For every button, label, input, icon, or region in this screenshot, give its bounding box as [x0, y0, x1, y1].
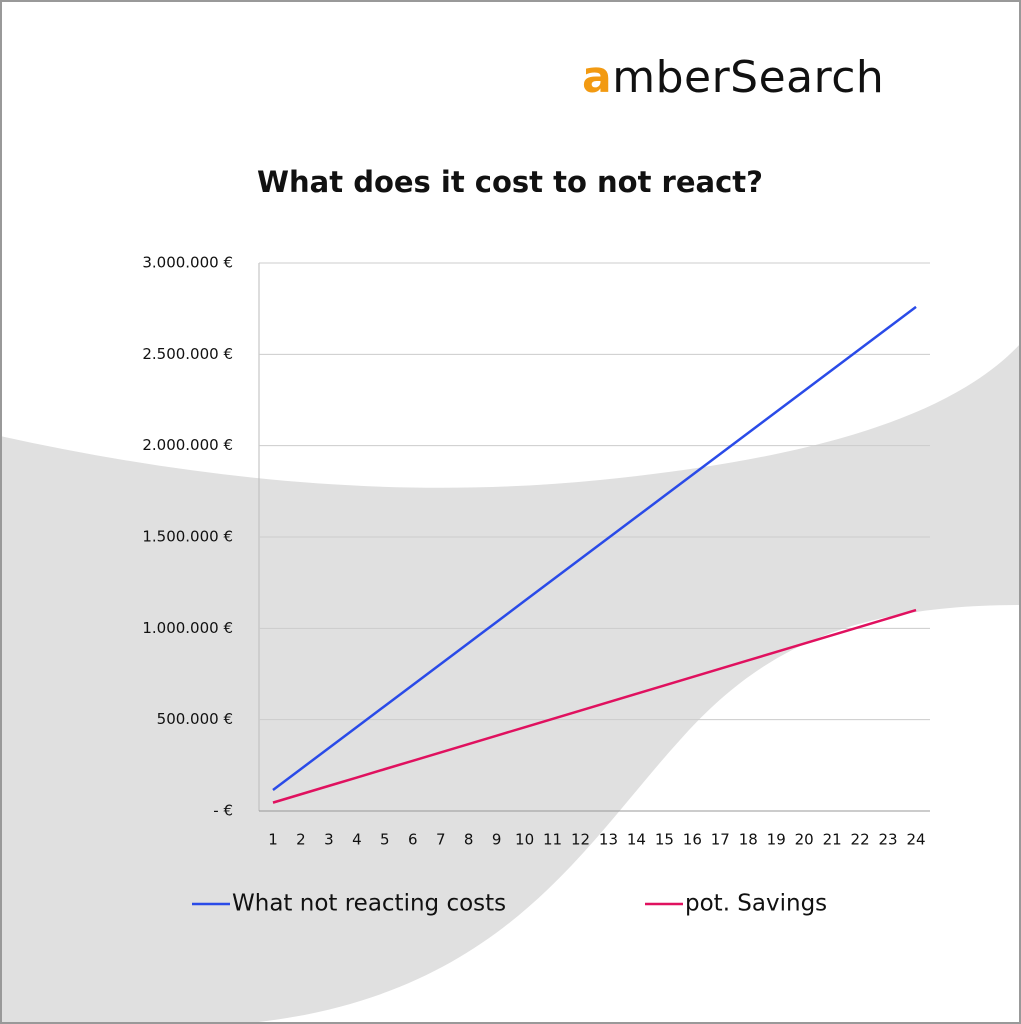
- y-tick-label: 1.500.000 €: [142, 528, 233, 546]
- line-series: [272, 608, 917, 804]
- x-tick-label: 11: [543, 831, 562, 849]
- x-tick-label: 10: [515, 831, 534, 849]
- y-tick-label: 500.000 €: [157, 710, 233, 728]
- x-tick-label: 24: [906, 831, 925, 849]
- x-tick-label: 1: [268, 831, 278, 849]
- y-tick-label: - €: [213, 802, 233, 820]
- y-tick-label: 2.000.000 €: [142, 436, 233, 454]
- x-tick-label: 19: [767, 831, 786, 849]
- background-wave: [0, 343, 1021, 1024]
- x-tick-label: 16: [683, 831, 702, 849]
- chart-title: What does it cost to not react?: [257, 165, 763, 199]
- x-tick-label: 7: [436, 831, 446, 849]
- x-tick-label: 21: [823, 831, 842, 849]
- x-tick-label: 13: [599, 831, 618, 849]
- x-tick-label: 3: [324, 831, 334, 849]
- x-tick-label: 5: [380, 831, 390, 849]
- legend-label: What not reacting costs: [232, 891, 506, 917]
- x-tick-label: 2: [296, 831, 306, 849]
- logo: amberSearch: [582, 52, 885, 103]
- x-tick-label: 23: [879, 831, 898, 849]
- line-series: [272, 305, 917, 791]
- x-tick-label: 8: [464, 831, 474, 849]
- x-tick-label: 4: [352, 831, 362, 849]
- x-tick-label: 15: [655, 831, 674, 849]
- y-tick-label: 1.000.000 €: [142, 619, 233, 637]
- y-tick-label: 2.500.000 €: [142, 345, 233, 363]
- x-tick-label: 9: [492, 831, 502, 849]
- x-tick-label: 18: [739, 831, 758, 849]
- x-tick-label: 12: [571, 831, 590, 849]
- x-tick-label: 6: [408, 831, 418, 849]
- x-tick-label: 14: [627, 831, 646, 849]
- x-tick-label: 17: [711, 831, 730, 849]
- y-tick-label: 3.000.000 €: [142, 254, 233, 272]
- x-tick-label: 22: [851, 831, 870, 849]
- x-tick-label: 20: [795, 831, 814, 849]
- legend-label: pot. Savings: [685, 891, 827, 917]
